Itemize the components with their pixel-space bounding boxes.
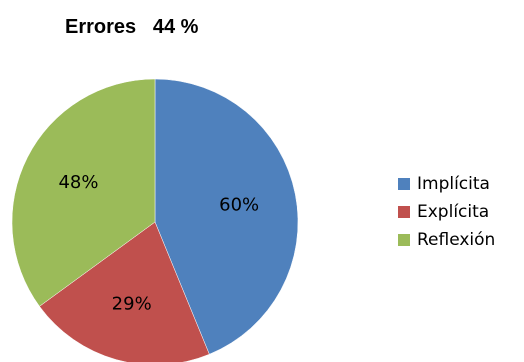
data-label-explicita: 29% (112, 294, 152, 315)
legend-item-reflexion: Reflexión (398, 226, 495, 254)
legend-swatch-reflexion (398, 234, 410, 246)
chart-title: Errores 44 % (65, 16, 199, 38)
data-label-implicita: 60% (219, 194, 259, 215)
legend-item-explicita: Explícita (398, 198, 495, 226)
legend-label-reflexion: Reflexión (417, 230, 496, 250)
legend-label-explicita: Explícita (417, 202, 490, 222)
legend-item-implicita: Implícita (398, 170, 495, 198)
data-label-reflexion: 48% (58, 172, 98, 193)
pie-slice-explicita (39, 221, 210, 362)
legend: Implícita Explícita Reflexión (398, 170, 495, 254)
legend-swatch-implicita (398, 178, 410, 190)
pie-slice-reflexion (11, 78, 156, 307)
legend-swatch-explicita (398, 206, 410, 218)
legend-label-implicita: Implícita (417, 174, 490, 194)
pie-slice-implicita (154, 78, 299, 355)
